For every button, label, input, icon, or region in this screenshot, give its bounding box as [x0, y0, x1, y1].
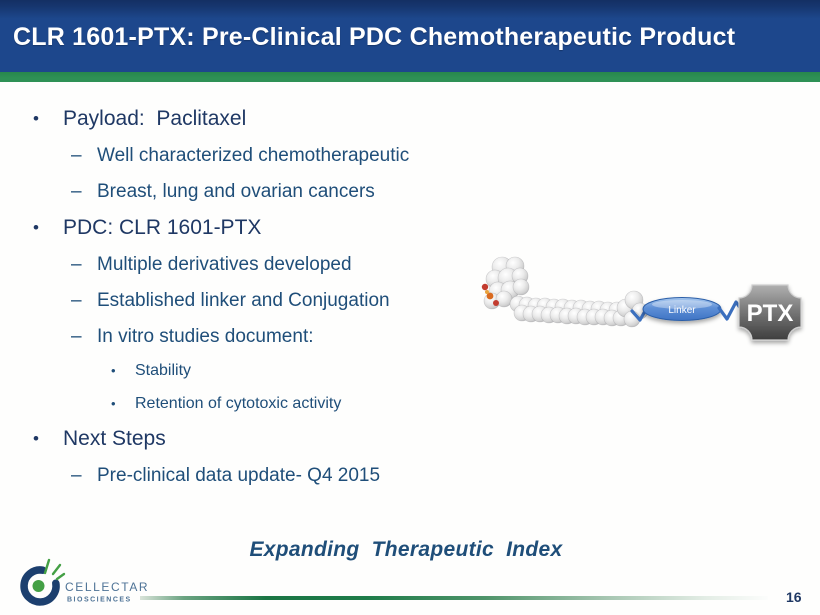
bullet-text: Stability [135, 362, 192, 379]
phospholipid-molecule-graphic [481, 256, 649, 328]
bullet-text: Retention of cytotoxic activity [135, 395, 342, 412]
bullet-item: • Next Steps [0, 424, 500, 454]
logo-name: CELLECTAR [65, 580, 149, 594]
bullet-marker: – [71, 465, 82, 486]
pdc-conjugate-diagram: Linker PTX [481, 256, 802, 341]
logo-subtitle: BIOSCIENCES [67, 597, 132, 604]
bullet-text: PDC: CLR 1601-PTX [63, 216, 262, 239]
bullet-text: Next Steps [63, 427, 166, 450]
ptx-label: PTX [747, 300, 794, 327]
molecule-heteroatoms [481, 283, 499, 306]
bullet-marker: • [33, 218, 39, 237]
bullet-list: • Payload: Paclitaxel – Well characterized … [0, 104, 500, 497]
bullet-item: – In vitro studies document: [0, 322, 500, 351]
linker-label: Linker [668, 305, 696, 316]
bullet-item: • PDC: CLR 1601-PTX [0, 213, 500, 243]
ptx-badge: PTX [738, 284, 802, 341]
bullet-item: • Payload: Paclitaxel [0, 104, 500, 134]
bullet-item: – Pre-clinical data update- Q4 2015 [0, 461, 500, 490]
bullet-text: Well characterized chemotherapeutic [97, 145, 410, 166]
linker-ellipse: Linker [642, 297, 722, 321]
bullet-text: Established linker and Conjugation [97, 290, 390, 311]
cellectar-logo: CELLECTAR BIOSCIENCES [20, 558, 149, 606]
bullet-item: • Stability [0, 358, 500, 384]
bullet-item: – Breast, lung and ovarian cancers [0, 177, 500, 206]
bullet-marker: • [33, 429, 39, 448]
bullet-marker: – [71, 181, 82, 202]
bullet-text: Pre-clinical data update- Q4 2015 [97, 465, 381, 486]
bullet-marker: – [71, 145, 82, 166]
page-number: 16 [786, 589, 802, 605]
bullet-item: • Retention of cytotoxic activity [0, 391, 500, 417]
bullet-marker: – [71, 254, 82, 275]
bullet-text: Breast, lung and ovarian cancers [97, 181, 375, 202]
bullet-marker: – [71, 326, 82, 347]
bullet-text: In vitro studies document: [97, 326, 314, 347]
bullet-marker: • [111, 396, 116, 411]
bullet-item: – Well characterized chemotherapeutic [0, 141, 500, 170]
slide-tagline: Expanding Therapeutic Index [249, 538, 563, 561]
slide-title: CLR 1601-PTX: Pre-Clinical PDC Chemother… [13, 23, 736, 51]
bullet-item: – Multiple derivatives developed [0, 250, 500, 279]
bullet-marker: • [33, 109, 39, 128]
bullet-text: Payload: Paclitaxel [63, 107, 247, 130]
logo-mark-icon [20, 558, 66, 606]
header-accent-divider [0, 72, 820, 82]
bullet-item: – Established linker and Conjugation [0, 286, 500, 315]
slide-header-bar: CLR 1601-PTX: Pre-Clinical PDC Chemother… [0, 0, 820, 72]
footer-accent-line [140, 596, 768, 600]
bullet-text: Multiple derivatives developed [97, 254, 352, 275]
bullet-marker: • [111, 363, 116, 378]
bullet-marker: – [71, 290, 82, 311]
